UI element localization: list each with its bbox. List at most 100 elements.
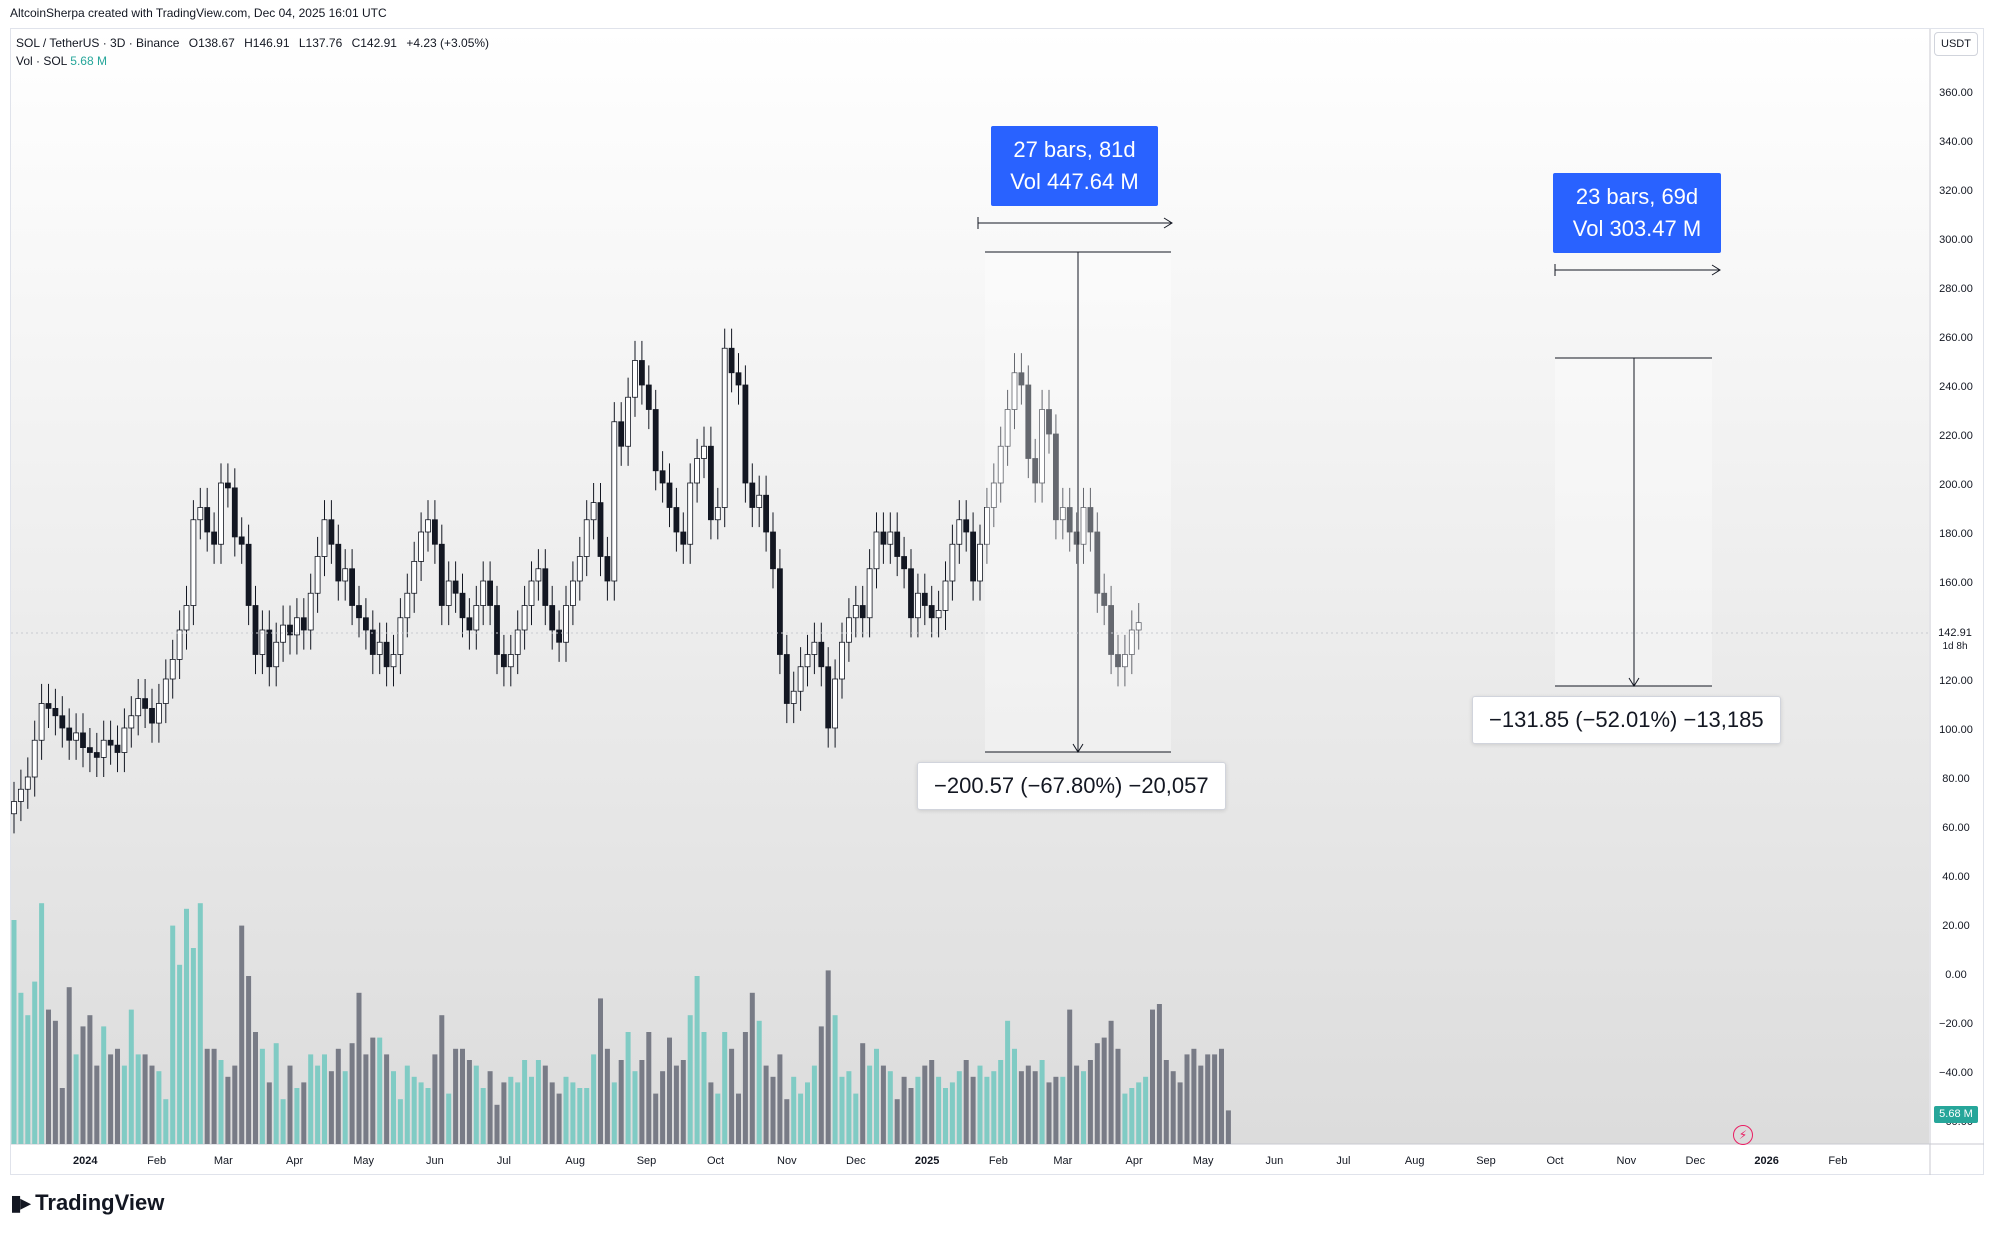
candlestick xyxy=(328,500,335,564)
candlestick xyxy=(280,605,287,662)
candlestick xyxy=(1094,512,1101,613)
candlestick xyxy=(597,483,604,577)
volume-bar xyxy=(970,1076,976,1144)
volume-bar xyxy=(956,1071,962,1144)
candlestick xyxy=(708,426,714,540)
time-tick-label: Jul xyxy=(1336,1155,1350,1167)
symbol-name[interactable]: SOL / TetherUS · 3D · Binance xyxy=(16,36,180,50)
candle-body xyxy=(328,519,335,545)
volume-bar xyxy=(439,1015,445,1144)
candle-body xyxy=(1087,507,1094,533)
candle-body xyxy=(87,747,93,753)
flash-icon[interactable]: ⚡ xyxy=(1733,1125,1753,1145)
volume-bar xyxy=(1212,1054,1218,1144)
candlestick xyxy=(921,573,928,626)
volume-bar xyxy=(694,976,700,1144)
candlestick xyxy=(135,679,142,736)
volume-bar xyxy=(246,976,252,1144)
candlestick xyxy=(659,451,666,503)
volume-bar xyxy=(673,1065,679,1144)
time-tick-label: Feb xyxy=(147,1155,166,1167)
candle-body xyxy=(52,708,59,717)
volume-bar xyxy=(370,1037,376,1144)
candle-body xyxy=(576,556,583,582)
candle-body xyxy=(183,605,190,631)
candlestick xyxy=(300,598,307,650)
volume-bar xyxy=(598,998,603,1144)
candlestick xyxy=(238,517,245,564)
price-tick-label: 220.00 xyxy=(1939,430,1973,442)
candle-body xyxy=(818,641,825,668)
volume-bar xyxy=(1150,1009,1155,1144)
volume-bar xyxy=(853,1093,859,1144)
time-tick-label: Oct xyxy=(1546,1155,1563,1167)
volume-bar xyxy=(846,1071,852,1144)
measure-label-1[interactable]: −200.57 (−67.80%) −20,057 xyxy=(917,762,1226,810)
candle-body xyxy=(749,482,756,508)
candle-body xyxy=(556,629,562,643)
candle-body xyxy=(859,605,866,619)
volume-bar xyxy=(715,1093,721,1144)
volume-bar xyxy=(1205,1054,1211,1144)
candle-body xyxy=(252,605,259,655)
candlestick xyxy=(459,573,466,638)
candle-body xyxy=(190,519,197,606)
volume-bar xyxy=(929,1060,935,1144)
volume-bar xyxy=(59,1088,65,1144)
candle-body xyxy=(956,519,963,545)
candle-body xyxy=(618,421,625,447)
candlestick xyxy=(1066,487,1073,552)
measure-arrow-2 xyxy=(1628,677,1640,687)
range-label-1-bars: 27 bars, 81d xyxy=(1013,137,1136,162)
measure-label-2[interactable]: −131.85 (−52.01%) −13,185 xyxy=(1472,696,1781,744)
candlestick xyxy=(66,708,73,760)
candle-body xyxy=(659,470,666,484)
candlestick xyxy=(287,605,293,655)
volume-bar xyxy=(259,1048,265,1144)
volume-bar xyxy=(811,1065,817,1144)
tradingview-brand[interactable]: ▮▸ TradingView xyxy=(10,1190,164,1216)
candlestick xyxy=(970,512,976,601)
volume-bar xyxy=(156,1071,162,1144)
currency-unit-button[interactable]: USDT xyxy=(1934,32,1978,56)
time-tick-label: Jun xyxy=(1266,1155,1284,1167)
volume-bar xyxy=(549,1082,555,1144)
volume-bar xyxy=(142,1054,148,1144)
volume-bar xyxy=(87,1015,93,1144)
volume-label[interactable]: Vol · SOL xyxy=(16,54,67,68)
candle-body xyxy=(687,482,694,545)
candle-body xyxy=(935,610,942,619)
range-label-1[interactable]: 27 bars, 81d Vol 447.64 M xyxy=(991,126,1158,206)
price-tick-label: 280.00 xyxy=(1939,283,1973,295)
volume-bar xyxy=(839,1076,845,1144)
volume-bar xyxy=(480,1088,486,1144)
candlestick xyxy=(1122,634,1128,687)
candlestick xyxy=(852,585,859,638)
candlestick xyxy=(583,500,590,577)
candle-body xyxy=(487,580,494,606)
volume-bar xyxy=(18,992,24,1144)
price-tick-label: 320.00 xyxy=(1939,185,1973,197)
volume-bar xyxy=(1184,1054,1190,1144)
volume-bar xyxy=(108,1054,114,1144)
candlestick xyxy=(17,769,24,822)
volume-bar xyxy=(556,1093,562,1144)
candlestick xyxy=(155,683,162,743)
candlestick xyxy=(514,610,521,675)
candle-body xyxy=(376,641,383,655)
candle-body xyxy=(438,543,445,606)
volume-bar xyxy=(342,1071,348,1144)
measure-lines xyxy=(977,217,1721,753)
last-price-value: 142.91 xyxy=(1938,627,1972,639)
time-tick-label: Feb xyxy=(1828,1155,1847,1167)
candle-body xyxy=(383,641,390,668)
candle-body xyxy=(45,703,52,709)
candlestick xyxy=(790,671,797,724)
candle-body xyxy=(590,502,597,521)
candle-body xyxy=(866,568,873,619)
range-label-2[interactable]: 23 bars, 69d Vol 303.47 M xyxy=(1553,173,1721,253)
candlestick xyxy=(949,524,956,601)
volume-bar xyxy=(328,1071,334,1144)
candlestick xyxy=(190,500,197,626)
candle-body xyxy=(1046,409,1052,435)
